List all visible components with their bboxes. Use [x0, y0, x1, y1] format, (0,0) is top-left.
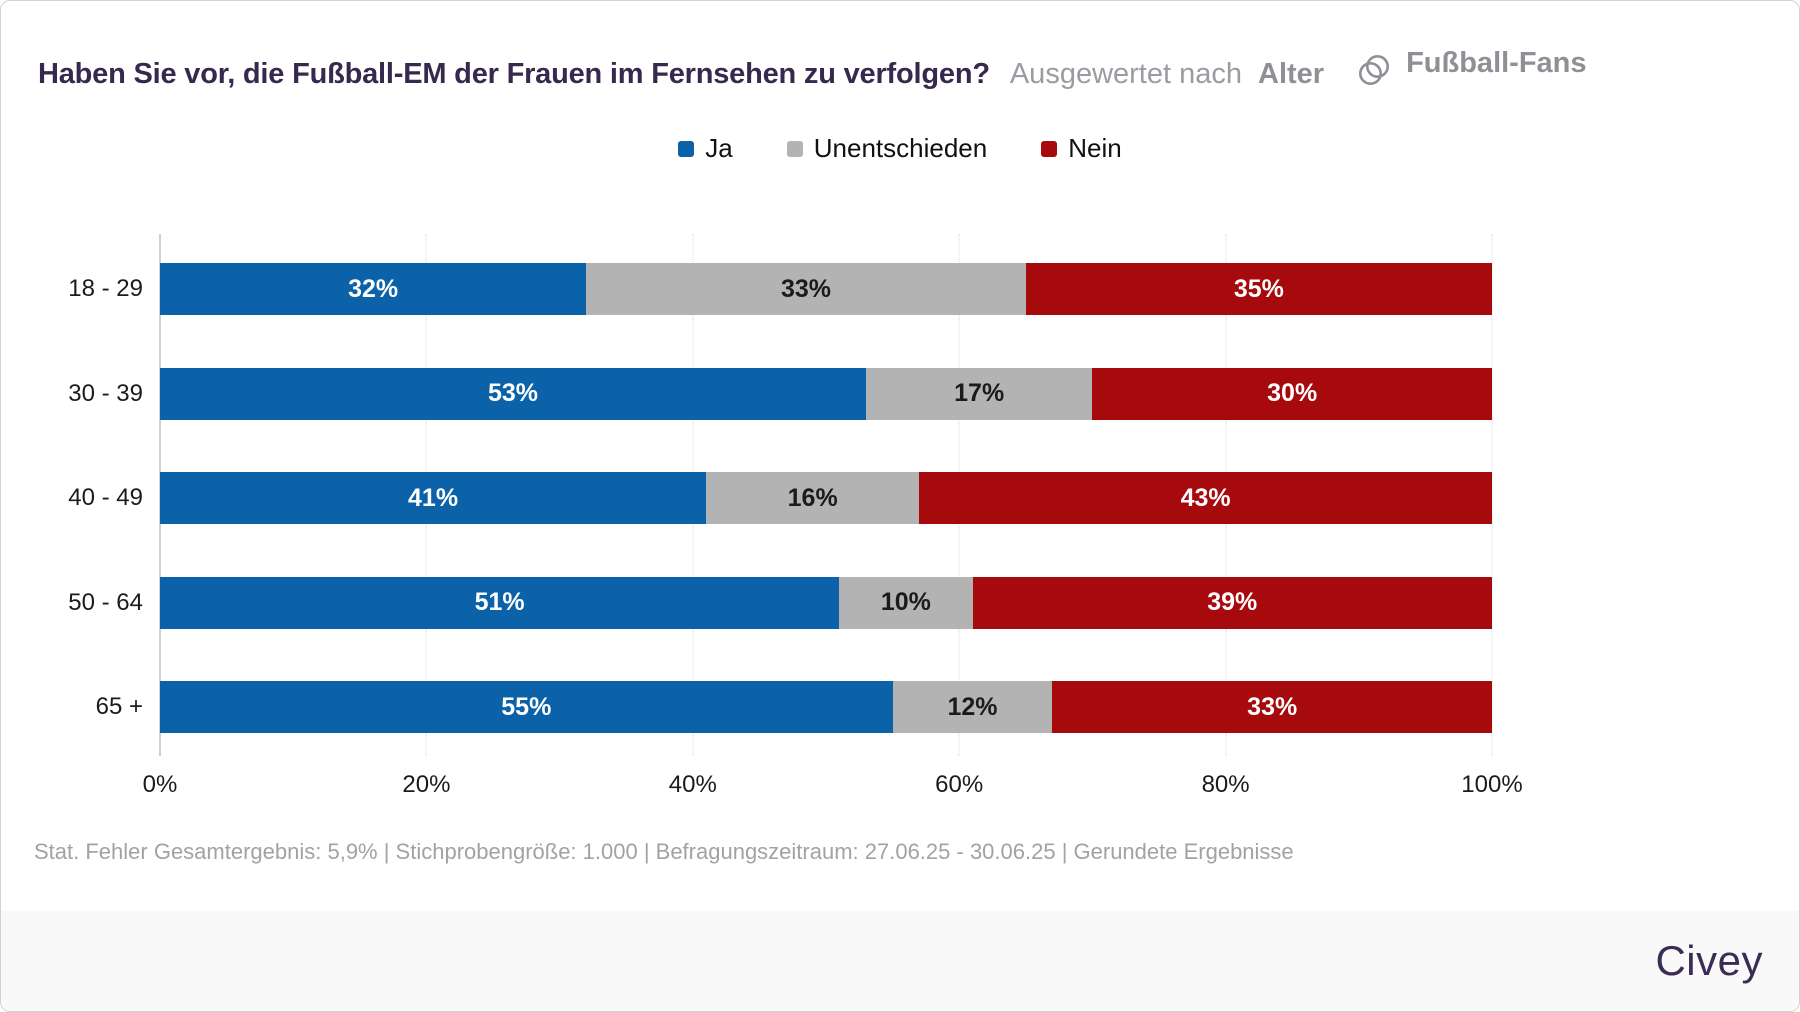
- category-label: 50 - 64: [68, 588, 143, 616]
- bar-row: 41% 16% 43%: [160, 472, 1492, 524]
- x-gridline: [1491, 234, 1493, 756]
- bar-value-label: 53%: [487, 379, 538, 407]
- bar-value-label: 51%: [474, 588, 525, 616]
- bar-segment-nein: 43%: [919, 472, 1492, 524]
- filter-chip[interactable]: Fußball-Fans: [1354, 43, 1587, 85]
- bar-segment-unentschieden: 33%: [586, 263, 1026, 315]
- bar-segment-unentschieden: 17%: [865, 367, 1093, 420]
- x-tick-label: 100%: [1461, 771, 1523, 798]
- bar-value-label: 12%: [947, 692, 998, 721]
- bar-row: 51% 10% 39%: [160, 576, 1492, 629]
- bar-segment-ja: 53%: [160, 367, 866, 420]
- bar-row: 53% 17% 30%: [160, 367, 1492, 420]
- bar-value-label: 39%: [1207, 588, 1258, 616]
- legend-swatch: [1041, 140, 1058, 157]
- bar-segment-ja: 32%: [160, 263, 587, 315]
- bar-segment-nein: 30%: [1092, 367, 1492, 420]
- bar-row: 32% 33% 35%: [160, 263, 1492, 315]
- bar-row: 55% 12% 33%: [160, 681, 1492, 733]
- x-tick-label: 60%: [935, 771, 984, 798]
- bar-value-label: 17%: [954, 379, 1005, 407]
- question-title: Haben Sie vor, die Fußball-EM der Frauen…: [38, 58, 990, 90]
- x-tick-label: 20%: [402, 771, 451, 798]
- category-label: 40 - 49: [68, 484, 143, 511]
- bar-segment-nein: 35%: [1025, 263, 1492, 315]
- legend-swatch: [678, 140, 695, 157]
- bar-value-label: 10%: [880, 588, 931, 616]
- category-label: 18 - 29: [68, 275, 143, 302]
- bar-value-label: 35%: [1233, 274, 1284, 303]
- category-label: 65 +: [95, 693, 143, 720]
- bar-value-label: 43%: [1180, 483, 1231, 512]
- bar-value-label: 33%: [780, 274, 832, 303]
- bar-value-label: 30%: [1267, 379, 1318, 407]
- legend-label: Unentschieden: [813, 133, 988, 163]
- legend-item-unentschieden: Unentschieden: [786, 133, 988, 164]
- bar-value-label: 16%: [787, 483, 838, 512]
- bar-value-label: 33%: [1247, 692, 1298, 721]
- x-tick-label: 40%: [668, 771, 717, 798]
- legend-swatch: [786, 140, 803, 157]
- legend-label: Ja: [705, 133, 733, 163]
- bar-value-label: 41%: [408, 483, 459, 512]
- bar-segment-unentschieden: 16%: [706, 472, 920, 524]
- legend-label: Nein: [1068, 133, 1122, 163]
- x-tick-label: 80%: [1201, 771, 1250, 798]
- subtitle-prefix: Ausgewertet nach: [1009, 58, 1242, 90]
- legend-item-ja: Ja: [678, 133, 733, 164]
- bar-segment-ja: 41%: [160, 472, 707, 524]
- brand-bar: Civey: [1, 911, 1799, 1011]
- methodology-note: Stat. Fehler Gesamtergebnis: 5,9% | Stic…: [34, 839, 1294, 864]
- legend-item-nein: Nein: [1041, 133, 1122, 164]
- x-tick-label: 0%: [142, 771, 178, 798]
- overlapping-circles-filter-icon: [1359, 55, 1390, 85]
- bar-segment-unentschieden: 12%: [892, 681, 1053, 733]
- bar-segment-unentschieden: 10%: [839, 576, 973, 629]
- stacked-bar-chart: 0% 20% 40% 60% 80% 100% 18 - 29 32% 33% 35% 30 - 3…: [68, 234, 1523, 798]
- filter-label: Fußball-Fans: [1406, 46, 1587, 79]
- subtitle-grouping-value: Alter: [1258, 58, 1325, 90]
- bar-segment-nein: 39%: [972, 576, 1492, 629]
- bar-value-label: 55%: [501, 692, 552, 721]
- bar-segment-nein: 33%: [1052, 681, 1492, 733]
- legend: Ja Unentschieden Nein: [1, 133, 1799, 164]
- bar-segment-ja: 51%: [160, 576, 840, 629]
- category-label: 30 - 39: [68, 379, 143, 407]
- header: Haben Sie vor, die Fußball-EM der Frauen…: [38, 43, 1769, 91]
- bar-value-label: 32%: [348, 274, 399, 303]
- civey-logo[interactable]: Civey: [1655, 937, 1763, 984]
- bar-segment-ja: 55%: [160, 681, 893, 733]
